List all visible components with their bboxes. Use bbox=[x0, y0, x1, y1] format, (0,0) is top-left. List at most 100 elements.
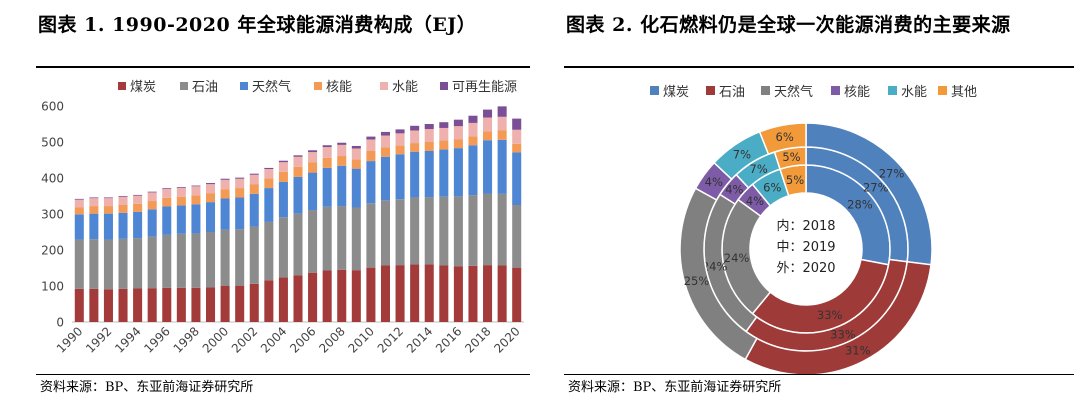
legend-label: 核能 bbox=[844, 85, 870, 100]
bar-segment bbox=[89, 239, 99, 289]
bar-segment bbox=[103, 197, 113, 199]
bar-segment bbox=[235, 177, 245, 179]
figure-2-title: 图表 2. 化石燃料仍是全球一次能源消费的主要来源 bbox=[566, 14, 1011, 36]
bar-segment bbox=[497, 139, 507, 194]
ring-middle: 27% 33% 24% 4% 7% 5% bbox=[702, 146, 909, 352]
bar-segment bbox=[380, 265, 390, 322]
bar-segment bbox=[278, 160, 288, 163]
center-label: 内：2018 bbox=[776, 218, 835, 234]
bar-segment bbox=[439, 265, 449, 322]
bar-segment bbox=[410, 130, 420, 144]
bar-segment bbox=[133, 288, 143, 322]
bar-segment bbox=[483, 193, 493, 266]
x-tick-label: 2018 bbox=[462, 324, 493, 355]
bar-segment bbox=[206, 202, 216, 232]
bar-segment bbox=[337, 142, 347, 145]
bar-segment bbox=[176, 187, 186, 188]
bar-segment bbox=[249, 174, 259, 185]
bar-segment bbox=[191, 204, 201, 234]
bar-segment bbox=[424, 197, 434, 265]
bar-segment bbox=[395, 154, 405, 200]
bar-segment bbox=[191, 195, 201, 205]
bar-segment bbox=[249, 173, 259, 175]
bar-segment bbox=[351, 168, 361, 208]
bar-segment bbox=[264, 188, 274, 222]
bar-segment bbox=[133, 195, 143, 204]
slice-label: 31% bbox=[845, 344, 871, 358]
bar-segment bbox=[278, 181, 288, 218]
bar-segment bbox=[249, 283, 259, 322]
stacked-bar-chart: 煤炭 石油 天然气 核能 水能 可再生能源010020030040050060019901… bbox=[41, 79, 524, 356]
y-tick-label: 500 bbox=[41, 136, 64, 150]
left-figure: 图表 1. 1990-2020 年全球能源消费构成（EJ） 煤炭 石油 天然气 核能 水… bbox=[0, 0, 530, 419]
legend-label: 天然气 bbox=[774, 84, 813, 100]
y-tick-label: 600 bbox=[41, 100, 64, 114]
bar-segment bbox=[497, 116, 507, 131]
bar-segment bbox=[235, 188, 245, 198]
bar-segment bbox=[322, 145, 332, 148]
bar-segment bbox=[424, 124, 434, 130]
bar-segment bbox=[497, 265, 507, 322]
bar-segment bbox=[337, 165, 347, 207]
bar-segment bbox=[89, 288, 99, 322]
bar-segment bbox=[220, 198, 230, 230]
bar-segment bbox=[453, 266, 463, 322]
y-tick-label: 200 bbox=[41, 244, 64, 258]
slice-label: 6% bbox=[763, 181, 781, 195]
bar-segment bbox=[497, 130, 507, 140]
bar-segment bbox=[191, 233, 201, 288]
bar-segment bbox=[74, 214, 84, 240]
x-tick-label: 2014 bbox=[404, 324, 435, 355]
bar-segment bbox=[89, 197, 99, 199]
bar-segment bbox=[351, 270, 361, 322]
bar-segment bbox=[103, 289, 113, 322]
bar-segment bbox=[395, 133, 405, 146]
bar-segment bbox=[220, 229, 230, 286]
bar-segment bbox=[206, 193, 216, 203]
bar-segment bbox=[322, 157, 332, 168]
bar-segment bbox=[483, 265, 493, 322]
bar-segment bbox=[235, 229, 245, 286]
bar-segment bbox=[468, 265, 478, 322]
legend-label: 水能 bbox=[392, 80, 418, 95]
bar-segment bbox=[322, 167, 332, 207]
bars bbox=[74, 106, 522, 322]
y-tick-label: 300 bbox=[41, 208, 64, 222]
legend: 煤炭 石油 天然气 核能 水能 其他 bbox=[650, 84, 977, 100]
bar-segment bbox=[249, 184, 259, 194]
legend-swatch bbox=[650, 86, 659, 95]
bar-segment bbox=[191, 185, 201, 187]
ring-outer: 27% 31% 25% 4% 7% 6% bbox=[679, 122, 933, 374]
bar-segment bbox=[424, 151, 434, 198]
legend-swatch bbox=[888, 86, 897, 95]
bar-segment bbox=[206, 287, 216, 322]
bar-segment bbox=[162, 188, 172, 189]
legend-swatch bbox=[440, 82, 448, 90]
bar-segment bbox=[103, 213, 113, 240]
bar-segment bbox=[220, 179, 230, 190]
legend-label: 水能 bbox=[901, 85, 927, 100]
center-label: 外：2020 bbox=[776, 261, 835, 276]
nested-donut-chart: 煤炭 石油 天然气 核能 水能 其他28%33%24%4%6%5%27%33%24%4%7… bbox=[650, 84, 977, 374]
bar-segment bbox=[410, 125, 420, 131]
slice-label: 5% bbox=[782, 150, 800, 164]
bar-segment bbox=[89, 213, 99, 240]
bar-segment bbox=[220, 178, 230, 180]
bar-segment bbox=[468, 115, 478, 123]
bar-segment bbox=[410, 151, 420, 198]
bar-segment bbox=[453, 139, 463, 149]
bar-segment bbox=[424, 264, 434, 322]
bar-segment bbox=[380, 135, 390, 148]
bar-segment bbox=[147, 236, 157, 289]
bar-segment bbox=[322, 206, 332, 271]
bar-segment bbox=[249, 193, 259, 227]
legend-swatch bbox=[706, 86, 715, 95]
bar-segment bbox=[468, 122, 478, 137]
bar-segment bbox=[249, 226, 259, 284]
slice-label: 27% bbox=[863, 181, 889, 195]
bar-segment bbox=[118, 212, 128, 239]
bar-segment bbox=[118, 196, 128, 205]
bar-segment bbox=[483, 117, 493, 132]
x-tick-label: 1994 bbox=[112, 324, 143, 355]
legend-swatch bbox=[938, 86, 947, 95]
